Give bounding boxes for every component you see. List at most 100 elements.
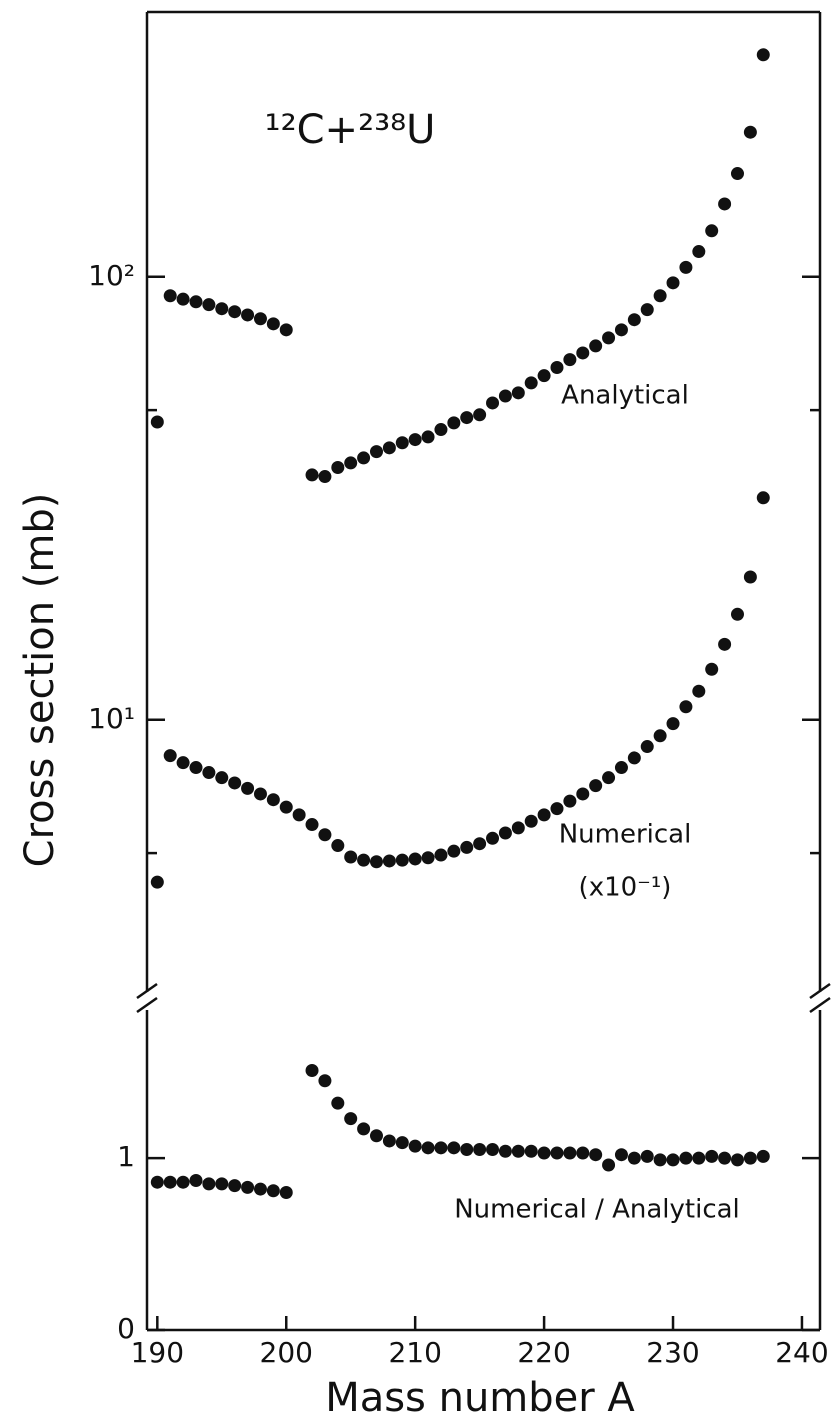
data-point	[692, 684, 706, 698]
x-tick-label: 210	[388, 1336, 441, 1369]
data-point	[653, 1153, 667, 1167]
x-tick-label: 230	[646, 1336, 699, 1369]
data-point	[524, 1144, 538, 1158]
data-point	[627, 313, 641, 327]
x-tick-label: 240	[775, 1336, 828, 1369]
data-point	[640, 1149, 654, 1163]
data-point	[460, 1143, 474, 1157]
data-point	[357, 451, 371, 465]
y-tick-label: 10²	[88, 259, 135, 292]
data-point	[730, 607, 744, 621]
data-point	[473, 1143, 487, 1157]
data-point	[228, 1179, 242, 1193]
data-point	[460, 411, 474, 425]
data-point	[228, 305, 242, 319]
data-point	[357, 1122, 371, 1136]
data-point	[666, 276, 680, 290]
data-point	[550, 360, 564, 374]
data-point	[395, 436, 409, 450]
data-point	[305, 468, 319, 482]
data-point	[576, 1146, 590, 1160]
data-point	[550, 1146, 564, 1160]
frame	[136, 10, 831, 1332]
data-point	[550, 802, 564, 816]
data-point	[756, 48, 770, 62]
data-point	[563, 1146, 577, 1160]
x-axis-label: Mass number A	[325, 1375, 635, 1421]
data-point	[627, 751, 641, 765]
data-point	[331, 839, 345, 853]
x-tick-label: 200	[260, 1336, 313, 1369]
data-point	[705, 1149, 719, 1163]
data-point	[447, 416, 461, 430]
y-tick-label: 10¹	[88, 702, 135, 735]
data-point	[524, 376, 538, 390]
data-point	[498, 826, 512, 840]
data-point	[176, 1175, 190, 1189]
data-point	[705, 662, 719, 676]
data-point	[718, 637, 732, 651]
data-point	[614, 761, 628, 775]
data-point	[202, 766, 216, 780]
data-point	[369, 1129, 383, 1143]
data-point	[511, 386, 525, 400]
data-point	[382, 854, 396, 868]
data-point	[163, 1175, 177, 1189]
data-point	[421, 851, 435, 865]
data-point	[279, 323, 293, 337]
data-point	[189, 1173, 203, 1187]
data-point	[408, 1139, 422, 1153]
data-point	[150, 415, 164, 429]
data-point	[447, 1141, 461, 1155]
y-axis-label: Cross section (mb)	[17, 493, 63, 868]
data-point	[692, 1151, 706, 1165]
data-point	[331, 461, 345, 475]
data-point	[602, 331, 616, 345]
data-point	[382, 1134, 396, 1148]
data-point	[679, 260, 693, 274]
y2-tick-label: 0	[117, 1312, 135, 1345]
data-point	[318, 470, 332, 484]
data-point	[253, 787, 267, 801]
data-point	[460, 840, 474, 854]
data-point	[563, 794, 577, 808]
data-point	[318, 1074, 332, 1088]
data-point	[563, 353, 577, 367]
data-point	[266, 317, 280, 331]
data-point	[705, 224, 719, 238]
data-point	[589, 1148, 603, 1162]
data-point	[215, 771, 229, 785]
data-point	[395, 853, 409, 867]
data-point	[486, 1143, 500, 1157]
data-point	[421, 430, 435, 444]
data-point	[653, 729, 667, 743]
data-point	[498, 1144, 512, 1158]
data-point	[228, 776, 242, 790]
data-point	[434, 423, 448, 437]
data-point	[163, 289, 177, 303]
data-point	[718, 197, 732, 211]
data-point	[653, 289, 667, 303]
data-point	[382, 441, 396, 455]
data-point	[718, 1151, 732, 1165]
data-point	[189, 295, 203, 309]
data-point	[537, 808, 551, 822]
data-point	[150, 875, 164, 889]
data-point	[357, 853, 371, 867]
data-point	[215, 1177, 229, 1191]
data-point	[331, 1096, 345, 1110]
data-point	[447, 844, 461, 858]
data-point	[344, 456, 358, 470]
data-point	[266, 793, 280, 807]
data-point	[150, 1175, 164, 1189]
data-point	[486, 831, 500, 845]
series-label: Numerical / Analytical	[454, 1195, 740, 1225]
data-point	[756, 491, 770, 505]
data-point	[163, 749, 177, 763]
data-point	[253, 312, 267, 326]
data-point	[743, 125, 757, 139]
data-point	[627, 1151, 641, 1165]
data-point	[486, 396, 500, 410]
data-point	[318, 828, 332, 842]
data-point	[369, 855, 383, 869]
